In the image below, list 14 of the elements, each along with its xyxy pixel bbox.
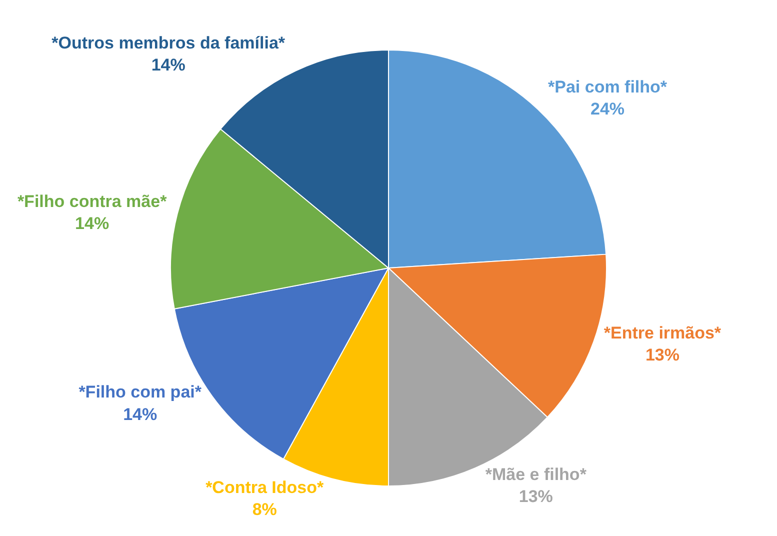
slice-label: *Filho contra mãe* (17, 192, 168, 211)
slice-label: *Mãe e filho* (485, 464, 587, 484)
data-label: 13% (645, 346, 680, 365)
slice-label: *Entre irmãos* (604, 324, 722, 343)
slice-label: *Filho com pai* (78, 382, 202, 402)
data-label: 14% (151, 55, 186, 74)
data-label: 14% (123, 404, 158, 424)
slice-label: *Contra Idoso* (206, 478, 324, 497)
data-label: 13% (518, 486, 553, 506)
slice-label: *Outros membros da família* (52, 33, 286, 52)
data-label: 8% (252, 500, 277, 519)
data-label: 14% (75, 214, 110, 234)
slice-label: *Pai com filho* (548, 78, 668, 97)
data-label: 24% (590, 100, 625, 119)
